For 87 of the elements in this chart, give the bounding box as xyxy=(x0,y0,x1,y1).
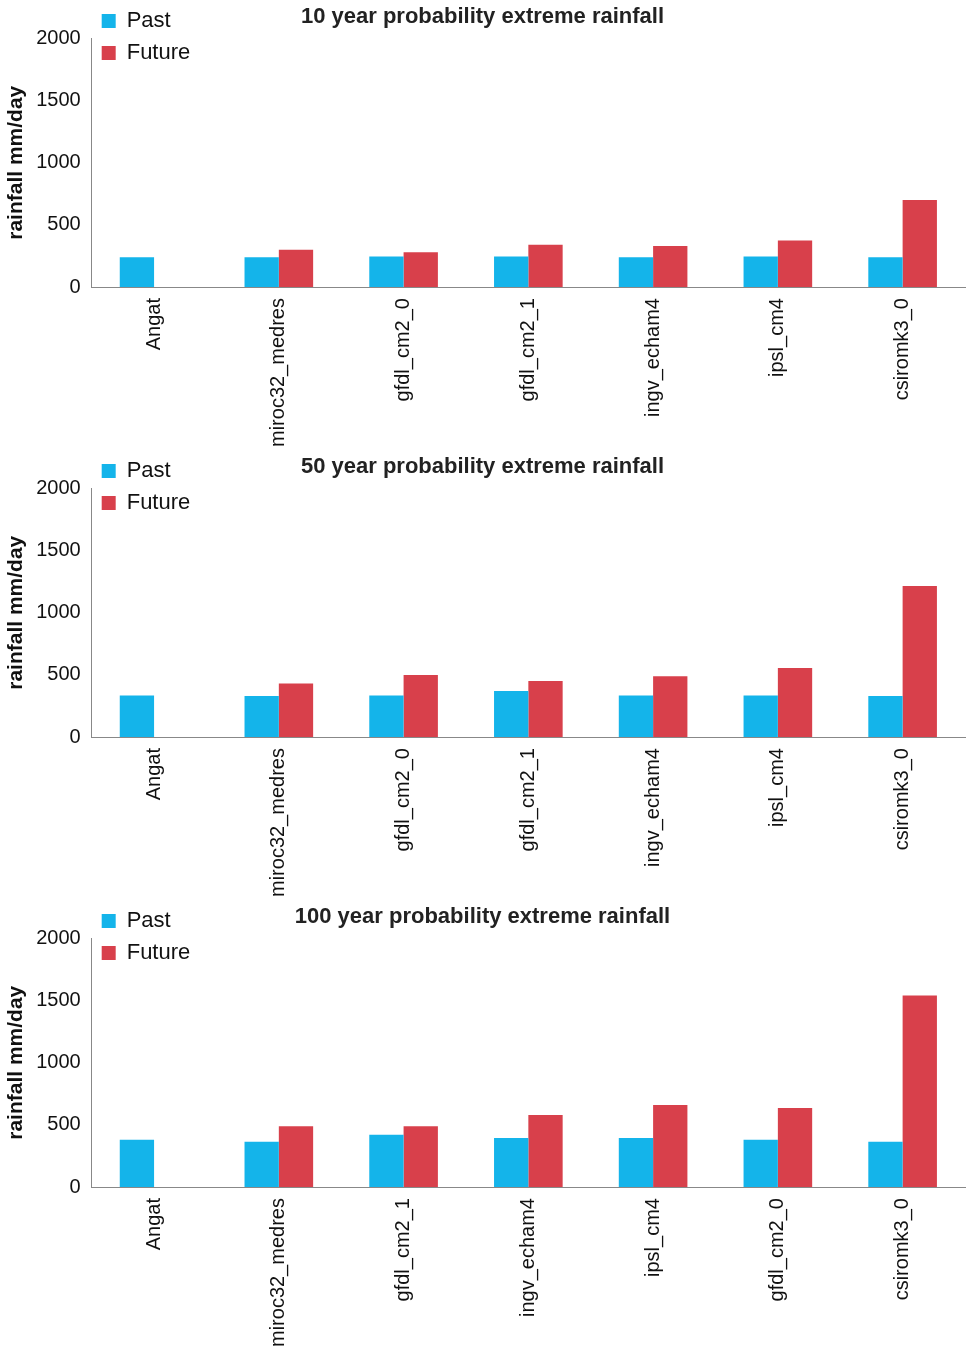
x-tick-label: gfdl_cm2_0 xyxy=(391,298,415,402)
x-tick-label: csiromk3_0 xyxy=(890,298,914,401)
x-tick-label: csiromk3_0 xyxy=(890,748,914,851)
legend-label: Future xyxy=(126,939,191,965)
bar xyxy=(494,691,529,738)
y-tick-label: 0 xyxy=(69,724,81,747)
legend-label: Future xyxy=(126,39,191,65)
y-tick-label: 1000 xyxy=(36,600,81,623)
bar xyxy=(369,695,404,738)
x-tick-label: gfdl_cm2_1 xyxy=(515,748,539,852)
x-tick-label: ingv_echam4 xyxy=(640,298,664,418)
x-tick-label: csiromk3_0 xyxy=(890,1198,914,1301)
bar xyxy=(902,995,937,1188)
y-tick-label: 500 xyxy=(47,662,81,685)
bar xyxy=(494,256,529,288)
bar xyxy=(244,1141,279,1188)
bar xyxy=(528,244,563,288)
x-tick-label: gfdl_cm2_1 xyxy=(391,1198,415,1302)
bar xyxy=(403,674,438,738)
y-axis-title: rainfall mm/day xyxy=(3,535,27,690)
y-tick-label: 2000 xyxy=(36,475,81,498)
y-tick-label: 1500 xyxy=(36,988,81,1011)
y-tick-label: 0 xyxy=(69,274,81,297)
bar xyxy=(618,1137,654,1188)
x-tick-label: ingv_echam4 xyxy=(515,1198,539,1318)
x-tick-label: ipsl_cm4 xyxy=(640,1198,664,1277)
bar xyxy=(119,257,155,288)
x-tick-label: Angat xyxy=(141,1197,164,1251)
y-axis-title: rainfall mm/day xyxy=(3,985,27,1140)
bar xyxy=(618,257,654,288)
y-tick-label: 0 xyxy=(69,1174,81,1197)
bar xyxy=(653,246,688,288)
y-tick-label: 2000 xyxy=(36,925,81,948)
legend-label: Past xyxy=(126,457,171,483)
y-tick-label: 1000 xyxy=(36,1050,81,1073)
y-axis-title: rainfall mm/day xyxy=(3,85,27,240)
y-tick-label: 2000 xyxy=(36,25,81,48)
bar xyxy=(244,696,279,738)
x-tick-label: gfdl_cm2_0 xyxy=(391,748,415,852)
legend-label: Past xyxy=(126,7,171,33)
x-tick-label: ingv_echam4 xyxy=(640,748,664,868)
bar xyxy=(119,1139,155,1188)
bar xyxy=(369,1134,404,1188)
x-tick-label: miroc32_medres xyxy=(266,298,290,448)
bar xyxy=(743,695,778,738)
y-tick-label: 1500 xyxy=(36,538,81,561)
y-tick-label: 500 xyxy=(47,1112,81,1135)
bar xyxy=(653,676,688,738)
bar xyxy=(868,696,903,738)
bar xyxy=(743,1139,778,1188)
bar xyxy=(868,1141,903,1188)
bar xyxy=(278,249,314,288)
bar xyxy=(777,668,813,738)
x-tick-label: Angat xyxy=(141,747,164,801)
bar xyxy=(278,683,314,738)
chart-title: 10 year probability extreme rainfall xyxy=(300,3,665,29)
legend-label: Past xyxy=(126,907,171,933)
chart-title: 100 year probability extreme rainfall xyxy=(294,903,671,929)
bar xyxy=(403,1126,438,1188)
bar xyxy=(653,1105,688,1188)
x-tick-label: miroc32_medres xyxy=(266,748,290,898)
bar xyxy=(777,240,813,288)
x-tick-label: Angat xyxy=(141,297,164,351)
bar xyxy=(618,695,654,738)
x-tick-label: miroc32_medres xyxy=(266,1198,290,1348)
y-tick-label: 500 xyxy=(47,212,81,235)
y-tick-label: 1500 xyxy=(36,88,81,111)
bar xyxy=(278,1126,314,1188)
chart-title: 50 year probability extreme rainfall xyxy=(300,453,665,479)
bar xyxy=(403,252,438,288)
bar xyxy=(902,586,937,738)
bar xyxy=(528,681,563,738)
x-tick-label: gfdl_cm2_1 xyxy=(515,298,539,402)
bar xyxy=(743,256,778,288)
legend-label: Future xyxy=(126,489,191,515)
y-tick-label: 1000 xyxy=(36,150,81,173)
x-tick-label: ipsl_cm4 xyxy=(765,298,789,377)
bar xyxy=(777,1108,813,1188)
bar xyxy=(868,257,903,288)
bar xyxy=(119,695,155,738)
x-tick-label: gfdl_cm2_0 xyxy=(765,1198,789,1302)
bar xyxy=(244,257,279,288)
bar xyxy=(369,256,404,288)
x-tick-label: ipsl_cm4 xyxy=(765,748,789,827)
bar xyxy=(494,1137,529,1188)
bar xyxy=(902,200,937,288)
bar xyxy=(528,1114,563,1188)
